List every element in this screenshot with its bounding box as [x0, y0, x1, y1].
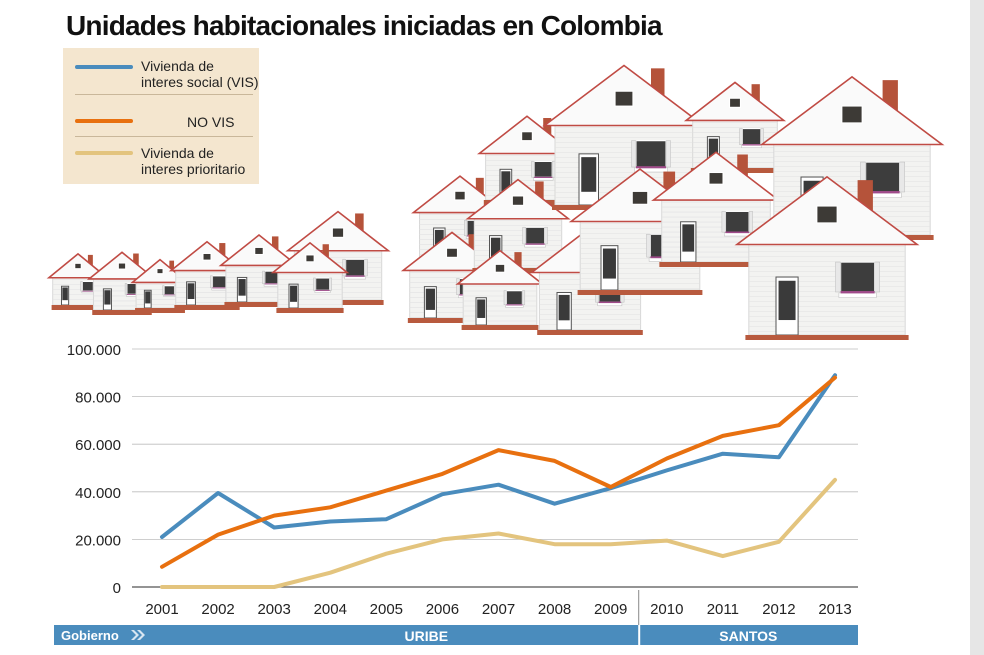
legend-separator [75, 94, 253, 95]
legend-label-novis: NO VIS [187, 114, 235, 130]
legend-label-vis-line1: Vivienda de [141, 58, 214, 74]
x-tick-label: 2005 [370, 601, 403, 618]
y-tick-label: 40.000 [75, 485, 121, 502]
legend-swatch-vis [75, 65, 133, 69]
government-period-santos: SANTOS [719, 628, 777, 644]
government-bar [54, 625, 858, 645]
x-tick-label: 2001 [145, 601, 178, 618]
x-tick-label: 2012 [762, 601, 795, 618]
legend-separator [75, 136, 253, 137]
chart-legend: Vivienda de interes social (VIS) NO VIS … [63, 48, 259, 184]
y-tick-label: 100.000 [67, 342, 121, 359]
legend-label-vis: Vivienda de interes social (VIS) [141, 58, 261, 90]
x-tick-label: 2009 [594, 601, 627, 618]
x-tick-label: 2006 [426, 601, 459, 618]
government-label: Gobierno [61, 628, 119, 643]
y-tick-label: 20.000 [75, 532, 121, 549]
page-edge-stripe [970, 0, 984, 655]
x-tick-label: 2008 [538, 601, 571, 618]
legend-label-vip-line2: interes prioritario [141, 161, 246, 177]
x-tick-label: 2002 [201, 601, 234, 618]
chevron-right-icon [131, 630, 139, 640]
x-tick-label: 2007 [482, 601, 515, 618]
x-tick-label: 2004 [314, 601, 347, 618]
legend-label-vis-line2: interes social (VIS) [141, 74, 259, 90]
x-tick-label: 2013 [818, 601, 851, 618]
legend-label-vip: Vivienda de interes prioritario [141, 145, 261, 177]
y-tick-label: 60.000 [75, 437, 121, 454]
legend-label-vip-line1: Vivienda de [141, 145, 214, 161]
legend-swatch-vip [75, 151, 133, 155]
y-tick-label: 80.000 [75, 390, 121, 407]
chart-title: Unidades habitacionales iniciadas en Col… [66, 10, 663, 41]
government-bar-split [638, 625, 641, 645]
y-tick-label: 0 [113, 580, 121, 597]
chevron-right-icon [137, 630, 145, 640]
x-tick-label: 2011 [707, 601, 739, 618]
series-line-vis [160, 373, 837, 539]
government-period-uribe: URIBE [405, 628, 449, 644]
series-line-novis [160, 375, 837, 569]
x-tick-label: 2003 [257, 601, 290, 618]
legend-swatch-novis [75, 119, 133, 123]
series-line-vip [160, 477, 837, 589]
x-tick-label: 2010 [650, 601, 683, 618]
